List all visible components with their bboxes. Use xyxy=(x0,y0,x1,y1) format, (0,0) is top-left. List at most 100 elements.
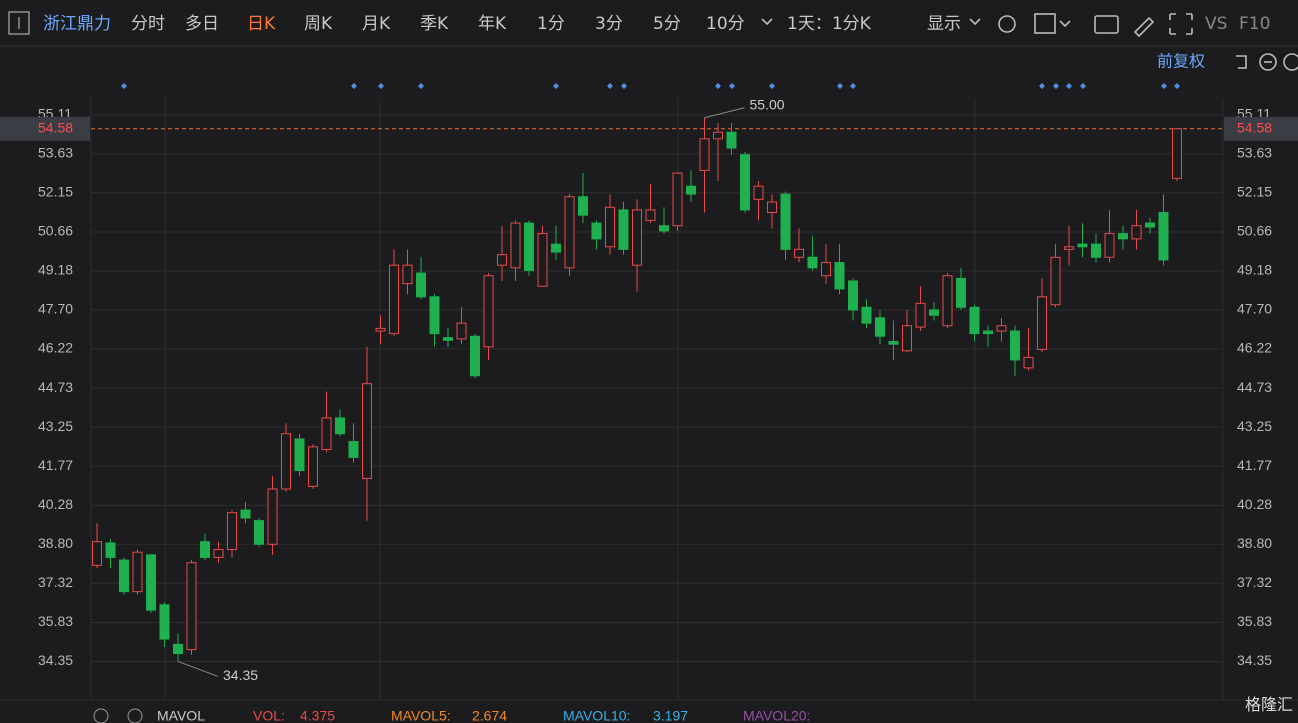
y-tick-label: 38.80 xyxy=(38,535,73,551)
vol-value: 4.375 xyxy=(300,708,335,723)
max-label: 55.00 xyxy=(750,96,785,112)
period-tab[interactable]: 5分 xyxy=(653,14,681,34)
candle-body xyxy=(632,209,642,266)
settings-icon[interactable] xyxy=(998,15,1016,33)
candle-body xyxy=(146,554,156,611)
period-tab[interactable]: 月K xyxy=(362,14,391,34)
dropdown-icon[interactable] xyxy=(761,18,773,26)
candle-body xyxy=(1091,243,1101,258)
candle-body xyxy=(672,172,683,227)
display-button[interactable]: 显示 xyxy=(927,14,961,34)
candle-body xyxy=(132,551,143,593)
mavol10-label: MAVOL10: xyxy=(563,708,630,723)
candle-body xyxy=(591,222,602,240)
candle-body xyxy=(240,509,251,519)
y-tick-label: 43.25 xyxy=(38,418,73,434)
y-tick-label-right: 40.28 xyxy=(1237,496,1272,512)
candle-body xyxy=(767,201,777,214)
y-tick-label: 34.35 xyxy=(38,652,73,668)
y-tick-label: 53.63 xyxy=(38,145,73,161)
zoom-out-icon[interactable] xyxy=(1259,53,1277,71)
candle-body xyxy=(605,206,615,248)
candle-body xyxy=(1064,246,1074,250)
candle-body xyxy=(983,330,993,335)
candle-body xyxy=(1010,330,1020,361)
last-price-box xyxy=(1224,116,1298,141)
y-tick-label: 52.15 xyxy=(38,183,73,199)
candle-body xyxy=(510,222,521,269)
period-tab[interactable]: 多日 xyxy=(185,14,219,34)
candle-body xyxy=(942,275,953,327)
candle-body xyxy=(686,185,696,195)
dropdown-icon[interactable] xyxy=(1059,20,1071,28)
candle-body xyxy=(92,541,102,566)
y-tick-label-right: 50.66 xyxy=(1237,223,1272,239)
y-tick-label: 37.32 xyxy=(38,574,73,590)
period-tab[interactable]: 日K xyxy=(247,14,276,34)
period-tab[interactable]: 分时 xyxy=(131,14,165,34)
settings-icon[interactable] xyxy=(93,708,109,723)
candle-body xyxy=(308,446,318,487)
y-tick-label: 40.28 xyxy=(38,496,73,512)
layout-icon[interactable] xyxy=(1034,13,1056,34)
close-icon[interactable] xyxy=(127,708,143,723)
candle-body xyxy=(564,196,575,269)
y-tick-label: 44.73 xyxy=(38,379,73,395)
y-tick-label-right: 47.70 xyxy=(1237,301,1272,317)
period-tab[interactable]: 1分 xyxy=(537,14,565,34)
period-selector[interactable]: 1天：1分K xyxy=(787,14,872,34)
candle-body xyxy=(1131,225,1142,240)
last-price-box xyxy=(0,116,90,141)
y-tick-label: 35.83 xyxy=(38,613,73,629)
vertical-grid xyxy=(0,98,1298,701)
candle-body xyxy=(969,306,980,335)
f10-button[interactable]: F10 xyxy=(1239,14,1270,34)
candle-body xyxy=(497,254,507,266)
y-tick-label-right: 43.25 xyxy=(1237,418,1272,434)
period-tab[interactable]: 3分 xyxy=(595,14,623,34)
candle-body xyxy=(888,341,899,345)
y-tick-label: 49.18 xyxy=(38,262,73,278)
reset-icon[interactable] xyxy=(1236,55,1247,69)
y-tick-label: 41.77 xyxy=(38,457,73,473)
camera-icon[interactable] xyxy=(1094,15,1119,34)
dropdown-icon[interactable] xyxy=(969,18,981,26)
menu-icon[interactable] xyxy=(8,11,30,35)
y-tick-label-right: 38.80 xyxy=(1237,535,1272,551)
candle-body xyxy=(699,138,710,171)
candle-body xyxy=(645,209,656,221)
candle-body xyxy=(267,488,278,545)
y-tick-label: 47.70 xyxy=(38,301,73,317)
candle-body xyxy=(1050,256,1061,306)
period-tab[interactable]: 年K xyxy=(478,14,507,34)
candle-body xyxy=(780,193,791,250)
candle-body xyxy=(834,262,845,290)
y-tick-label-right: 52.15 xyxy=(1237,183,1272,199)
vs-button[interactable]: VS xyxy=(1205,14,1227,34)
candle-body xyxy=(1023,356,1034,369)
candle-body xyxy=(618,209,629,250)
y-tick-label-right: 37.32 xyxy=(1237,574,1272,590)
period-tab[interactable]: 周K xyxy=(304,14,333,34)
candle-body xyxy=(1145,222,1155,228)
period-tab[interactable]: 季K xyxy=(420,14,449,34)
candle-body xyxy=(348,441,359,458)
fullscreen-icon[interactable] xyxy=(1169,13,1193,35)
candle-body xyxy=(186,562,197,651)
min-label: 34.35 xyxy=(223,667,258,683)
zoom-in-icon[interactable] xyxy=(1283,53,1298,71)
candle-body xyxy=(1104,233,1115,258)
candle-body xyxy=(375,327,386,332)
indicator-name[interactable]: MAVOL xyxy=(157,708,205,723)
stock-name[interactable]: 浙江鼎力 xyxy=(43,14,111,34)
draw-icon[interactable] xyxy=(1133,16,1155,38)
adjust-mode[interactable]: 前复权 xyxy=(1157,52,1205,71)
candle-body xyxy=(362,383,372,479)
candle-body xyxy=(200,541,210,558)
period-tab[interactable]: 10分 xyxy=(706,14,745,34)
y-tick-label-right: 44.73 xyxy=(1237,379,1272,395)
candle-body xyxy=(753,185,764,200)
min-pointer xyxy=(177,660,219,677)
y-tick-label-right: 35.83 xyxy=(1237,613,1272,629)
